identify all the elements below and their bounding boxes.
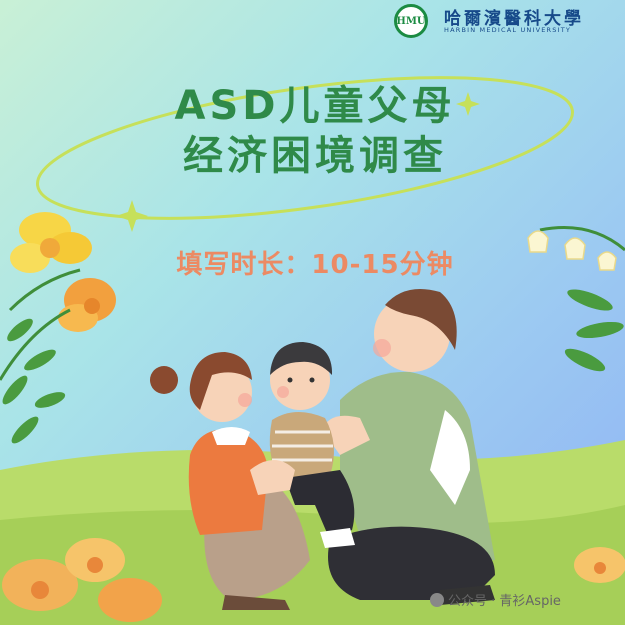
mother-hand [250, 460, 295, 495]
title-line-2: 经济困境调查 [183, 133, 447, 179]
child-figure [269, 342, 355, 548]
university-logo: HMU 哈爾濱醫科大學 HARBIN MEDICAL UNIVERSITY [394, 4, 620, 40]
watermark-text: 公众号 · 青衫Aspie [448, 594, 561, 609]
watermark: 公众号 · 青衫Aspie [430, 590, 561, 609]
mother-figure [150, 352, 310, 610]
leaves-right [564, 289, 624, 372]
university-emblem: HMU [394, 4, 428, 38]
orange-flower-left [58, 278, 116, 332]
university-name-en: HARBIN MEDICAL UNIVERSITY [444, 26, 572, 34]
leaves-left [2, 318, 66, 444]
orange-flowers-bottom [2, 538, 625, 622]
title-line-1: ASD儿童父母 [174, 83, 456, 129]
sparkle-icon [456, 92, 480, 116]
duration-text: 填写时长：10-15分钟 [176, 250, 454, 280]
university-name-cn: 哈爾濱醫科大學 [444, 9, 584, 29]
sparkle-icon [116, 200, 148, 232]
wechat-icon [430, 593, 444, 607]
bell-flowers-right [527, 230, 617, 271]
father-figure [322, 288, 495, 605]
yellow-flower-left [10, 212, 92, 273]
emblem-text: HMU [396, 15, 426, 27]
